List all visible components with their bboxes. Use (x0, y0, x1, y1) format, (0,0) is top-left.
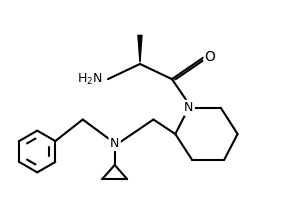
Text: N: N (110, 137, 119, 150)
Text: N: N (184, 101, 193, 114)
Polygon shape (138, 35, 142, 62)
Text: O: O (204, 50, 215, 64)
Text: H$_2$N: H$_2$N (77, 72, 103, 87)
